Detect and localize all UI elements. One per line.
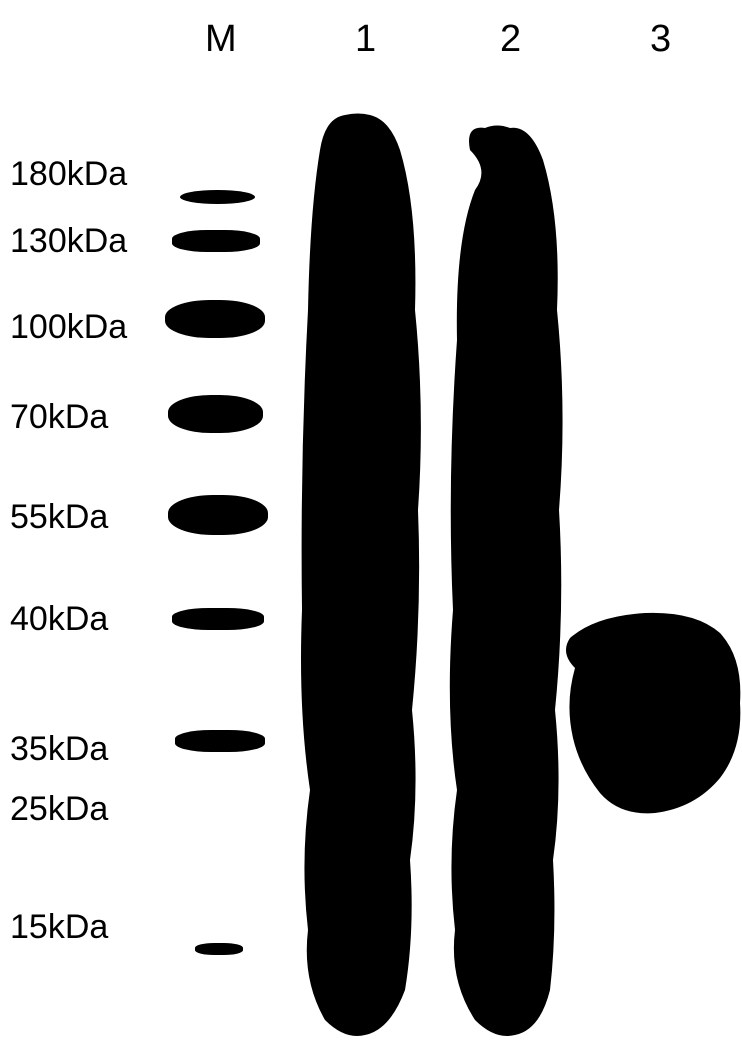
lane-label-1: 1 bbox=[355, 18, 376, 61]
marker-label-100: 100kDa bbox=[10, 308, 127, 347]
marker-band-130 bbox=[172, 230, 260, 252]
gel-gap-1 bbox=[420, 618, 440, 653]
marker-label-55: 55kDa bbox=[10, 498, 108, 537]
lane-label-3: 3 bbox=[650, 18, 671, 61]
marker-label-25: 25kDa bbox=[10, 790, 108, 829]
marker-band-40 bbox=[172, 608, 264, 630]
marker-label-130: 130kDa bbox=[10, 222, 127, 261]
marker-band-180 bbox=[180, 190, 255, 204]
sample-lane-1 bbox=[290, 110, 430, 1040]
marker-label-40: 40kDa bbox=[10, 600, 108, 639]
marker-band-15 bbox=[195, 943, 243, 955]
marker-band-100 bbox=[165, 300, 265, 338]
sample-lane-2 bbox=[435, 120, 575, 1040]
marker-band-70 bbox=[168, 395, 263, 433]
gel-image-container: M 1 2 3 180kDa 130kDa 100kDa 70kDa 55kDa… bbox=[0, 0, 742, 1045]
lane-label-2: 2 bbox=[500, 18, 521, 61]
marker-band-55 bbox=[168, 495, 268, 535]
lane-3-blot bbox=[555, 608, 742, 818]
lane-label-m: M bbox=[205, 18, 237, 61]
marker-label-180: 180kDa bbox=[10, 155, 127, 194]
marker-label-35: 35kDa bbox=[10, 730, 108, 769]
marker-label-15: 15kDa bbox=[10, 908, 108, 947]
marker-label-70: 70kDa bbox=[10, 398, 108, 437]
marker-band-35 bbox=[175, 730, 265, 752]
